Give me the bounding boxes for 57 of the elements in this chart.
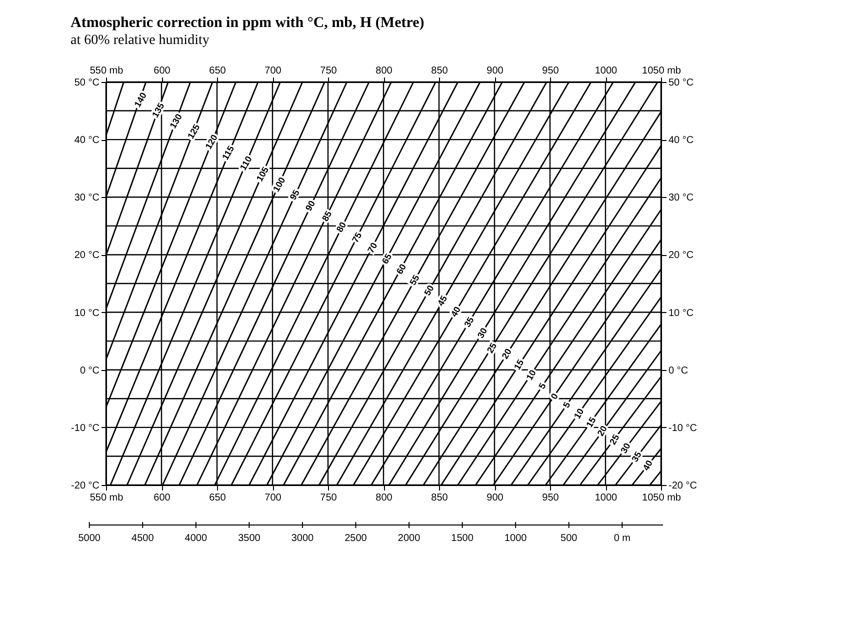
x2-tick-label: 1050 mb [642, 492, 682, 504]
text: 4000 [184, 533, 208, 544]
x2-tick-label: 650 [209, 492, 226, 504]
x2-tick-label: 850 [431, 492, 448, 504]
y-tick-label: 50 °C [74, 78, 100, 88]
y2-tick-label: 30 °C [668, 192, 694, 204]
y2-tick-label: 0 °C [668, 365, 688, 376]
x2-tick-label: 750 [320, 492, 338, 504]
x-tick-label: 1000 [594, 66, 618, 76]
x-tick-label: 850 [431, 66, 448, 76]
text: 1000 [504, 533, 528, 544]
text: 5000 [78, 533, 101, 544]
text: 500 [560, 533, 578, 544]
x2-tick-label: 600 [154, 492, 171, 504]
y-tick-label: -20 °C [71, 480, 100, 492]
text: 1500 [451, 533, 474, 544]
annotation: 115 [220, 144, 236, 162]
chart-subtitle: at 60% relative humidity [70, 33, 210, 48]
y-tick-label: 10 °C [74, 308, 100, 319]
annotation: 15 [512, 358, 526, 372]
x-tick-label: 650 [209, 66, 226, 76]
x-tick-label: 700 [264, 66, 282, 76]
text: 3000 [291, 533, 314, 544]
text: 4500 [132, 533, 154, 544]
x2-tick-label: 700 [264, 492, 282, 504]
annotation: 30 [475, 326, 490, 340]
annotation: 40 [640, 458, 655, 472]
x-tick-label: 1050 mb [642, 66, 682, 76]
y2-tick-label: 10 °C [668, 308, 694, 319]
annotation: 90 [303, 198, 318, 213]
x-tick-label: 950 [542, 66, 560, 76]
y2-tick-label: 20 °C [668, 250, 694, 262]
annotation: 30 [618, 441, 632, 455]
y-tick-label: 30 °C [74, 192, 100, 204]
x-tick-label: 750 [320, 66, 338, 76]
y2-tick-label: -10 °C [668, 422, 697, 434]
x2-tick-label: 550 mb [90, 492, 124, 504]
y2-tick-label: -20 °C [668, 480, 697, 492]
y-tick-label: 0 °C [80, 365, 100, 376]
x2-tick-label: 950 [542, 492, 560, 504]
x2-tick-label: 800 [376, 492, 393, 504]
y-tick-label: 40 °C [74, 135, 100, 146]
x2-tick-label: 1000 [594, 492, 618, 504]
x-tick-label: 550 mb [90, 66, 124, 76]
x-tick-label: 900 [486, 66, 504, 76]
x2-tick-label: 900 [486, 492, 504, 504]
text: 0 m [614, 533, 630, 544]
text: 2000 [398, 533, 421, 544]
y2-tick-label: 40 °C [668, 135, 694, 146]
x-tick-label: 800 [376, 66, 393, 76]
y-tick-label: 20 °C [74, 250, 100, 262]
y-tick-label: -10 °C [71, 422, 100, 434]
text: 3500 [238, 533, 261, 544]
text: 2500 [344, 533, 368, 544]
x-tick-label: 600 [154, 66, 171, 76]
chart-title: Atmospheric correction in ppm with °C, mb, H (Metre) [70, 15, 424, 31]
y2-tick-label: 50 °C [668, 78, 694, 88]
